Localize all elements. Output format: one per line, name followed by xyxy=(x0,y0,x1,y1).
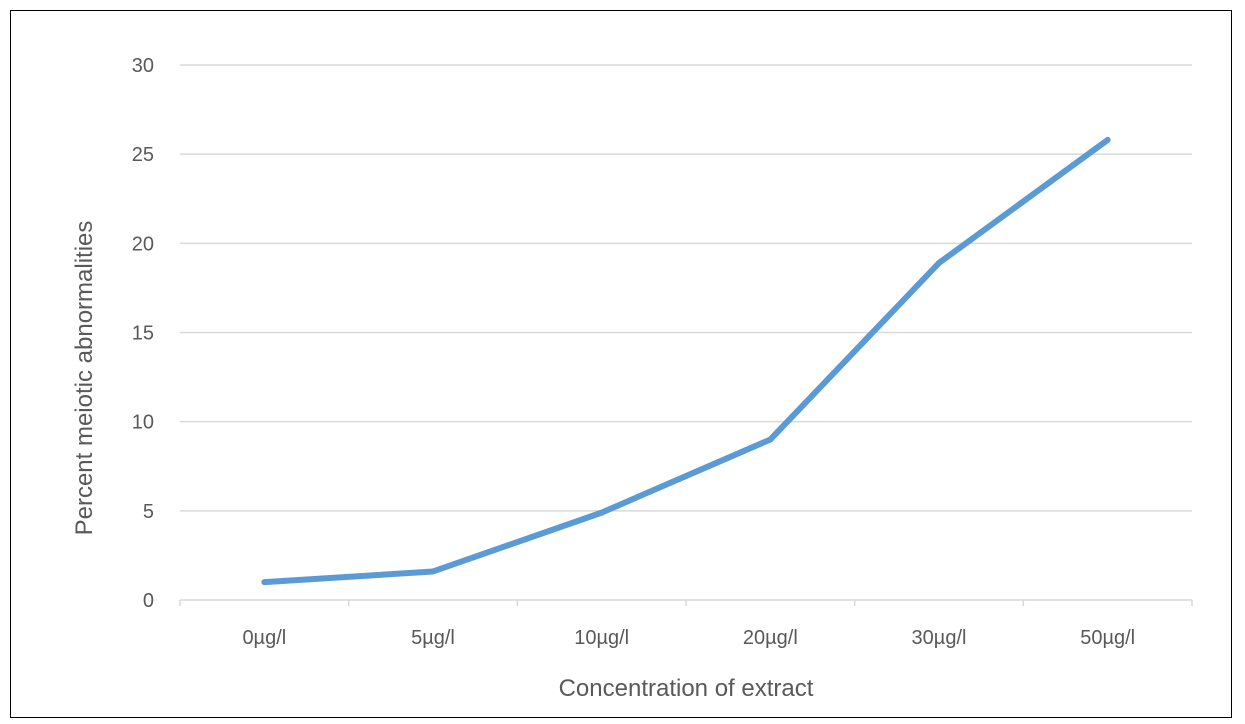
y-tick-label: 25 xyxy=(132,144,154,166)
y-tick-label: 30 xyxy=(132,55,154,77)
x-tick-label: 20µg/l xyxy=(743,627,798,649)
x-tick-label: 30µg/l xyxy=(912,627,967,649)
y-tick-label: 20 xyxy=(132,233,154,255)
x-tick-label: 50µg/l xyxy=(1080,627,1135,649)
x-tick-label: 0µg/l xyxy=(242,627,286,649)
y-tick-label: 0 xyxy=(143,590,154,612)
x-tick-label: 5µg/l xyxy=(411,627,455,649)
x-axis xyxy=(179,599,1193,606)
y-tick-label: 15 xyxy=(132,323,154,345)
y-tick-label: 5 xyxy=(143,501,154,523)
gridlines xyxy=(180,64,1192,512)
x-axis-tick-labels: 0µg/l 5µg/l 10µg/l 20µg/l 30µg/l 50µg/l xyxy=(242,627,1135,649)
series-line xyxy=(261,136,1111,586)
series-layer xyxy=(261,136,1111,586)
x-axis-title: Concentration of extract xyxy=(559,675,814,702)
y-axis-tick-labels: 0 5 10 15 20 25 30 xyxy=(132,55,154,612)
y-tick-label: 10 xyxy=(132,412,154,434)
x-tick-label: 10µg/l xyxy=(574,627,629,649)
y-axis-title: Percent meiotic abnormalities xyxy=(71,221,98,536)
